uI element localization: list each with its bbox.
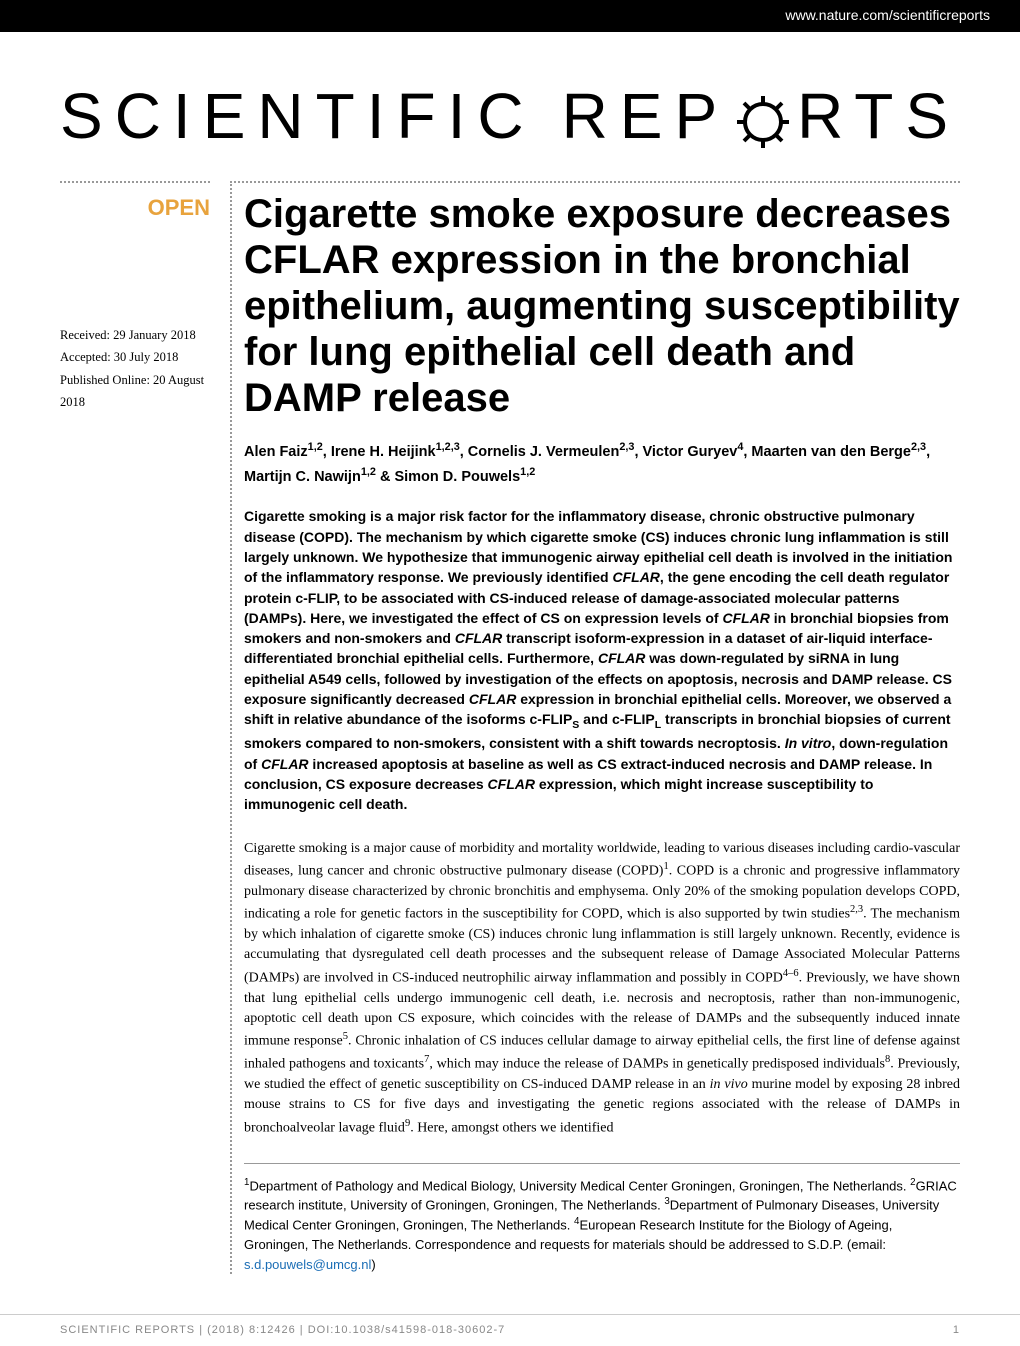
journal-url[interactable]: www.nature.com/scientificreports [785,7,990,23]
article-title: Cigarette smoke exposure decreases CFLAR… [244,191,960,421]
footer: SCIENTIFIC REPORTS | (2018) 8:12426 | DO… [0,1314,1020,1346]
sidebar: OPEN Received: 29 January 2018 Accepted:… [60,181,210,1274]
affiliations: 1Department of Pathology and Medical Bio… [244,1163,960,1274]
footer-citation: SCIENTIFIC REPORTS | (2018) 8:12426 | DO… [60,1323,505,1338]
content: OPEN Received: 29 January 2018 Accepted:… [0,181,1020,1314]
open-access-badge: OPEN [60,193,210,224]
published-date: Published Online: 20 August 2018 [60,369,210,414]
logo-text-rep: REP [562,72,730,162]
abstract: Cigarette smoking is a major risk factor… [244,506,960,814]
main-column: Cigarette smoke exposure decreases CFLAR… [230,181,960,1274]
article-dates: Received: 29 January 2018 Accepted: 30 J… [60,324,210,414]
gear-icon [733,86,793,146]
received-date: Received: 29 January 2018 [60,324,210,347]
authors-list: Alen Faiz1,2, Irene H. Heijink1,2,3, Cor… [244,439,960,488]
body-paragraph: Cigarette smoking is a major cause of mo… [244,839,960,1139]
logo-text-before: SCIENTIFIC [60,72,536,162]
header-bar: www.nature.com/scientificreports [0,0,1020,32]
page-number: 1 [953,1323,960,1338]
logo-text-after: RTS [797,72,960,162]
journal-logo: SCIENTIFIC REP [60,72,960,162]
logo-area: SCIENTIFIC REP [0,32,1020,182]
accepted-date: Accepted: 30 July 2018 [60,346,210,369]
